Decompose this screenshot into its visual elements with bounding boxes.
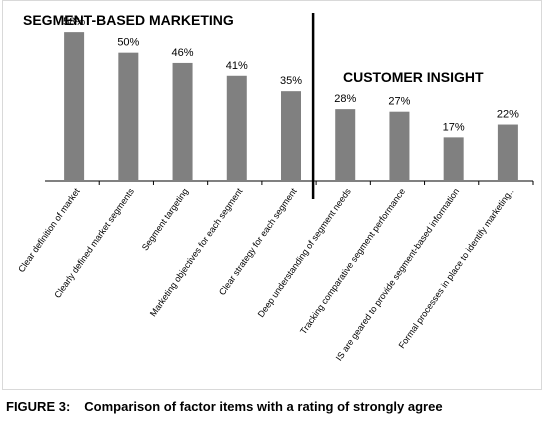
caption-label: FIGURE 3: [6, 399, 71, 414]
category-label: Tracking comparative segment performance [298, 186, 407, 336]
bar [443, 137, 464, 181]
data-label: 46% [172, 47, 194, 59]
bar [281, 91, 301, 181]
bar [335, 109, 356, 181]
data-label: 35% [280, 75, 302, 87]
bar [226, 75, 247, 181]
category-label: Marketing objectives for each segment [148, 186, 245, 318]
bar [172, 62, 193, 181]
data-label: 27% [388, 96, 410, 108]
data-label: 41% [226, 60, 248, 72]
data-label: 58% [63, 16, 85, 28]
bar [497, 124, 518, 181]
category-label: Segment targeting [140, 186, 190, 252]
caption-text: Comparison of factor items with a rating… [84, 399, 443, 414]
data-label: 17% [443, 121, 465, 133]
data-label: 28% [334, 93, 356, 105]
bar-chart: 58%Clear definition of market50%Clearly … [16, 12, 534, 363]
bar [64, 32, 85, 181]
bar [389, 111, 410, 181]
annotation-customer-insight: CUSTOMER INSIGHT [343, 69, 484, 85]
data-label: 22% [497, 109, 519, 121]
category-label: Clear definition of market [16, 186, 82, 274]
figure-caption: FIGURE 3: Comparison of factor items with… [6, 399, 443, 414]
category-label: Deep understanding of segment needs [256, 186, 353, 319]
annotation-segment-based-marketing: SEGMENT-BASED MARKETING [23, 12, 234, 28]
data-label: 50% [117, 37, 139, 49]
bar [118, 52, 139, 181]
chart-frame: 58% Clear definition of market 50% Clearly … [2, 0, 542, 390]
category-label: Formal processes in place to identify ma… [397, 186, 516, 350]
category-label: IS are geared to provide segment-based i… [334, 186, 462, 362]
